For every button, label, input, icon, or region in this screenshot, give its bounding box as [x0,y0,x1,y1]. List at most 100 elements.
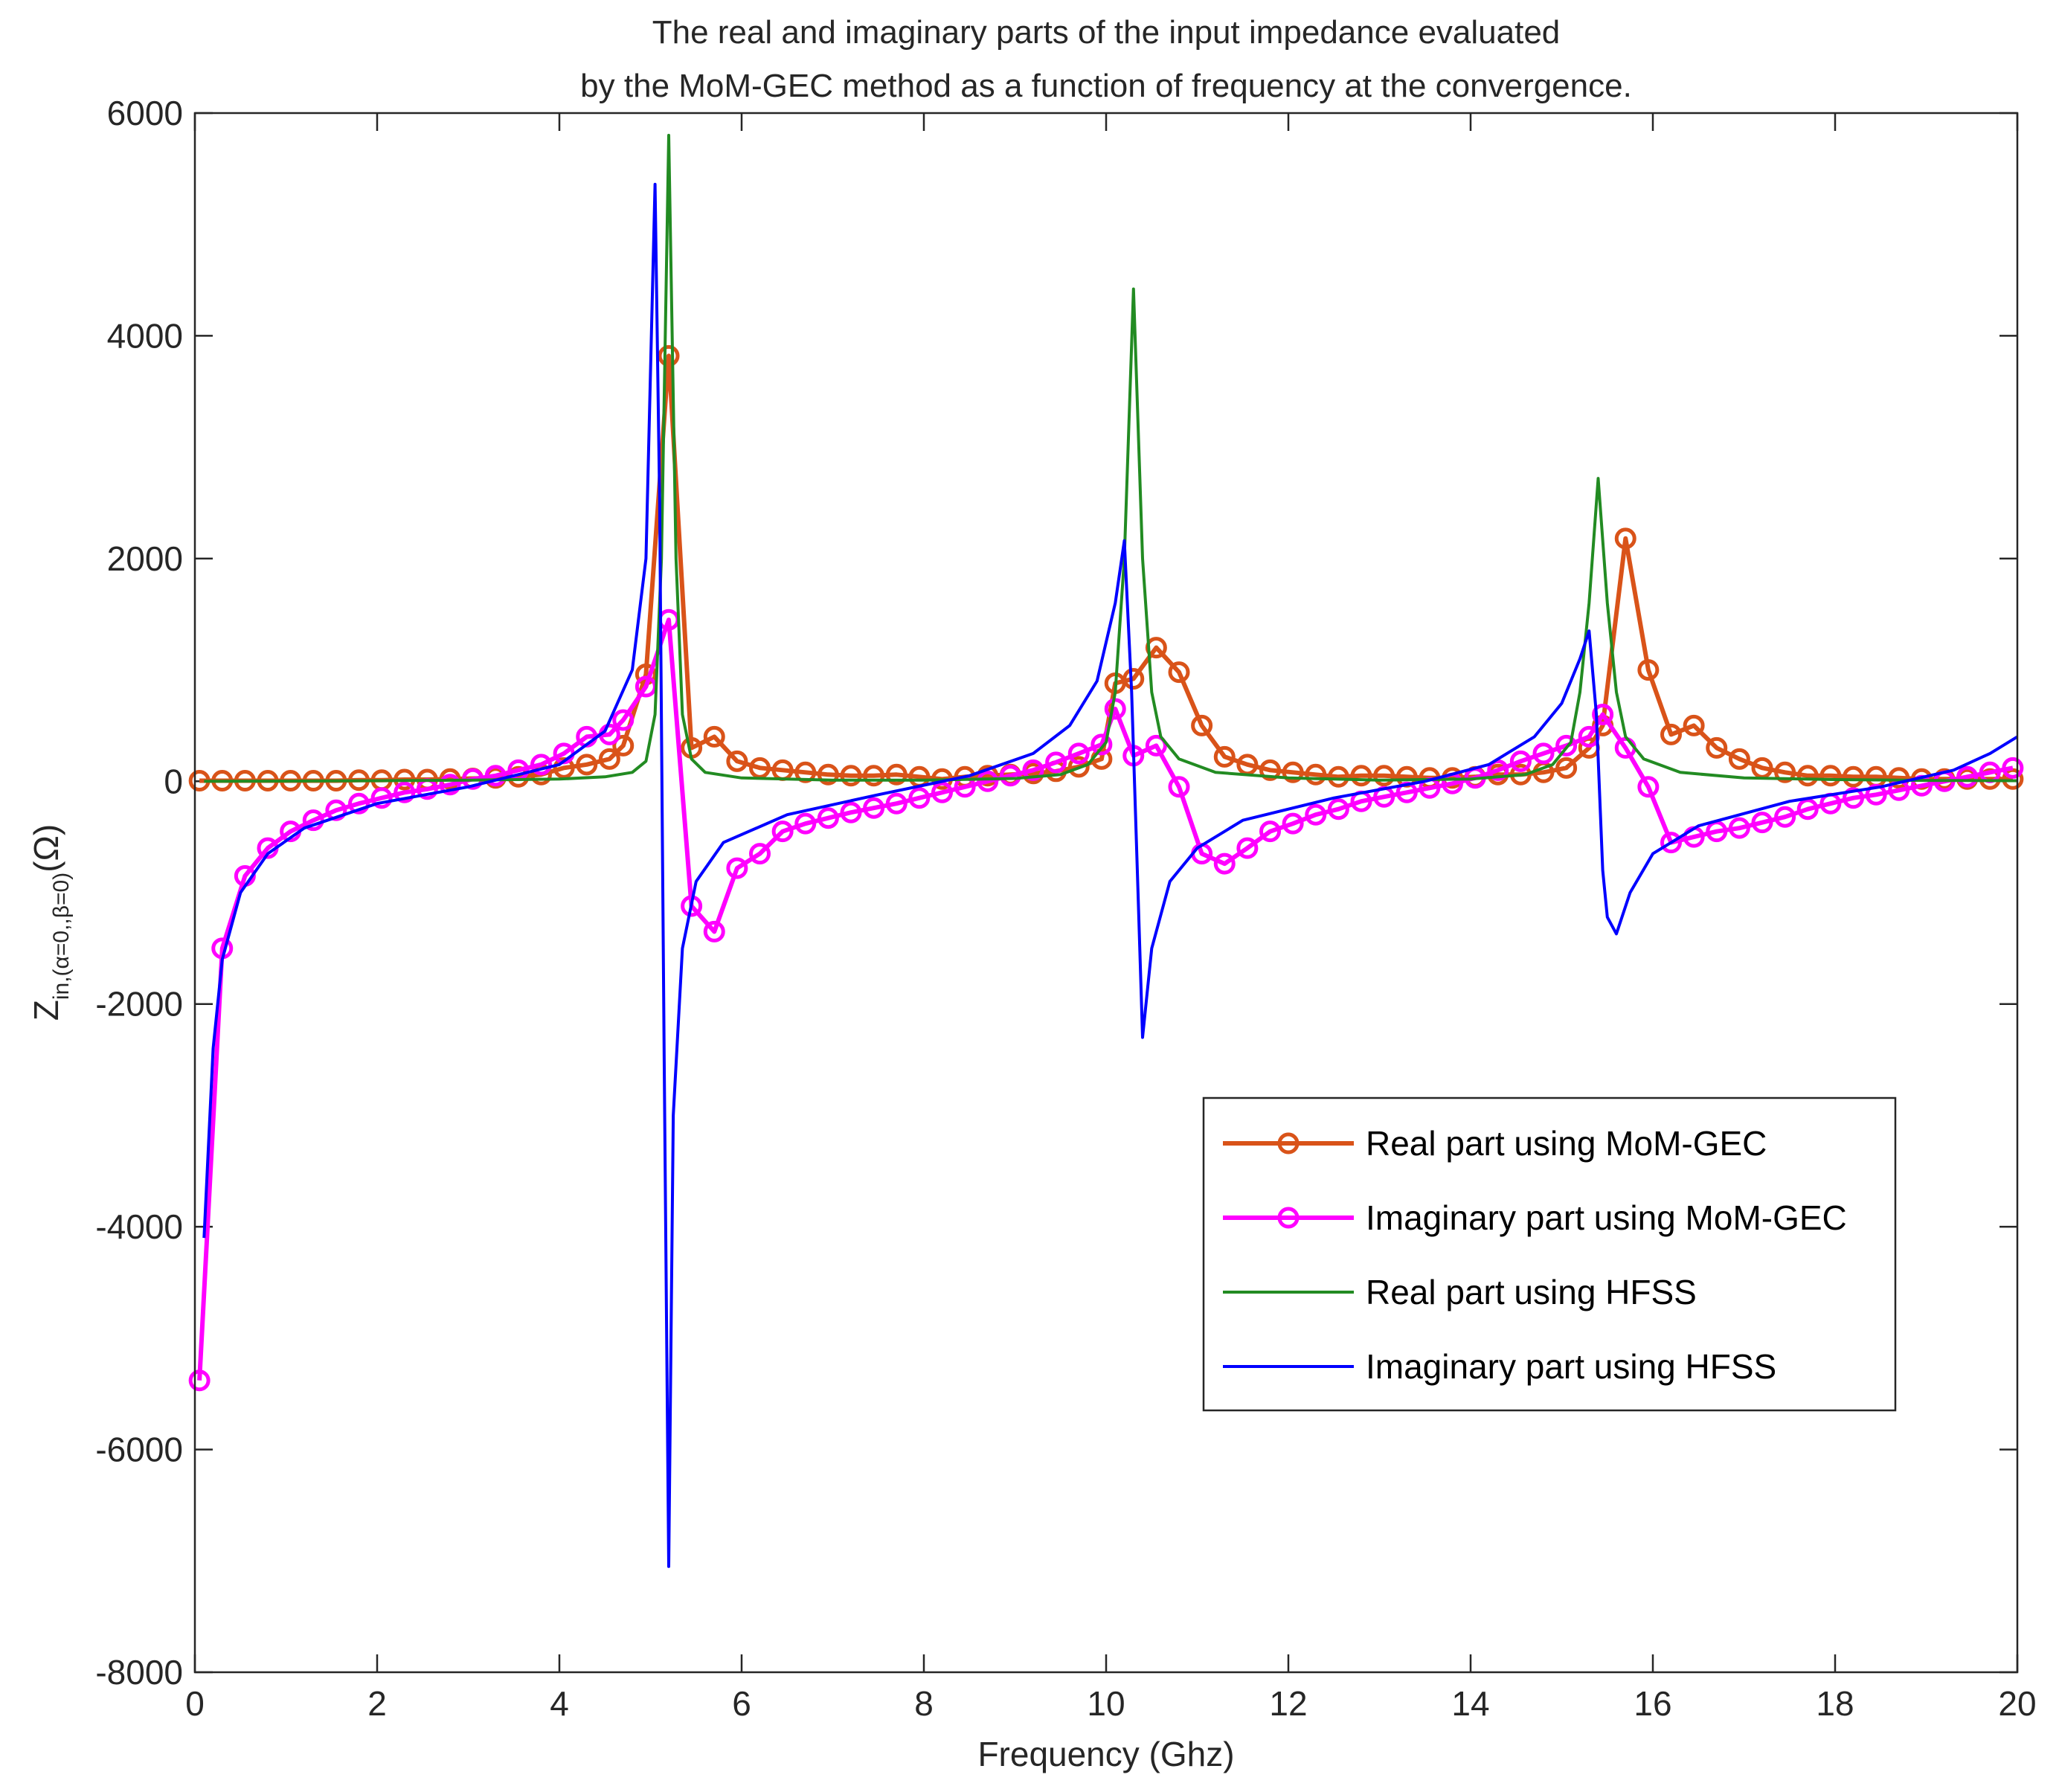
data-point [1213,745,1236,768]
y-tick-label: -4000 [95,1207,183,1246]
legend-label-imag-hfss: Imaginary part using HFSS [1366,1347,1776,1386]
data-point [771,820,794,843]
data-point [1683,714,1705,736]
x-tick-label: 6 [732,1684,751,1723]
data-point [1751,812,1773,834]
y-axis-label-main: Z [27,1000,65,1021]
data-point [726,857,748,879]
data-point [1045,751,1067,774]
data-point [1532,742,1555,765]
data-point [1819,765,1842,787]
legend-label-real-hfss: Real part using HFSS [1366,1273,1697,1311]
data-point [1350,765,1372,787]
data-point [1022,759,1044,781]
x-tick-label: 14 [1451,1684,1489,1723]
data-point [188,1369,211,1392]
chart-title-line-1: The real and imaginary parts of the inpu… [652,14,1561,51]
data-point [1728,817,1750,839]
data-point [1774,806,1796,828]
data-point [1774,761,1796,783]
data-point [977,770,999,792]
data-point [1555,734,1578,757]
data-point [1282,761,1304,783]
data-point [1213,852,1236,875]
data-point [1555,757,1578,779]
y-tick-label: 0 [164,762,183,800]
data-point [1706,736,1728,759]
data-point [1660,832,1682,854]
x-tick-label: 2 [367,1684,387,1723]
data-point [1487,759,1509,781]
y-tick-label: 2000 [107,539,183,578]
data-point [370,787,393,809]
series-4 [202,182,2019,1568]
data-point [749,757,771,779]
legend-marker-imag-mom [1277,1207,1300,1229]
data-point [1305,803,1327,826]
y-axis-label-subscript: in,(α=0,,β=0) [49,873,74,1000]
data-point [1282,812,1304,835]
x-tick-label: 8 [914,1684,934,1723]
data-point [1592,703,1614,725]
data-point [1122,668,1145,690]
data-point [840,801,862,823]
data-point [1327,798,1349,820]
data-point [1236,837,1259,859]
data-point [1865,783,1887,806]
y-axis-label-unit: (Ω) [27,824,65,873]
legend-entry-imag-hfss: Imaginary part using HFSS [1223,1347,1776,1386]
data-point [1796,765,1819,787]
data-point [348,792,370,815]
x-tick-label: 4 [550,1684,569,1723]
data-point [530,754,552,776]
data-point [576,754,598,776]
data-point [1191,714,1213,736]
data-point [863,797,885,819]
x-tick-labels: 0 2 4 6 8 10 12 14 16 18 20 [185,1684,2036,1723]
data-point [749,843,771,865]
legend-label-imag-mom: Imaginary part using MoM-GEC [1366,1198,1847,1237]
data-point [1168,661,1190,684]
series-line-3 [204,133,2018,783]
series-layer [188,133,2024,1568]
data-point [885,763,908,786]
data-point [1637,659,1660,681]
data-point [1373,765,1395,787]
data-point [1327,765,1349,788]
data-point [1660,723,1682,745]
data-point [931,781,953,803]
x-tick-label: 18 [1816,1684,1854,1723]
data-point [1637,776,1660,798]
x-tick-label: 10 [1087,1684,1125,1723]
data-point [863,765,885,787]
data-point [794,761,817,783]
legend: Real part using MoM-GEC Imaginary part u… [1202,1096,1897,1412]
data-point [1728,748,1750,770]
data-point [612,734,635,757]
data-point [1614,527,1636,550]
legend-entry-imag-mom: Imaginary part using MoM-GEC [1223,1198,1847,1237]
legend-box [1202,1096,1897,1412]
x-tick-label: 12 [1269,1684,1307,1723]
legend-entry-real-mom: Real part using MoM-GEC [1223,1124,1767,1163]
data-point [1888,767,1910,789]
data-point [817,763,839,786]
data-point [1067,742,1090,765]
data-point [325,799,347,821]
data-point [703,920,725,942]
data-point [908,787,931,809]
series-line-4 [202,182,2019,1568]
data-point [598,748,620,770]
y-tick-label: -6000 [95,1430,183,1469]
y-tick-label: 4000 [107,316,183,355]
data-point [1145,734,1167,757]
data-point [302,809,324,832]
data-point [1796,798,1819,820]
data-point [1305,763,1327,786]
data-point [817,807,839,829]
legend-marker-real-mom [1277,1132,1300,1154]
data-point [2002,757,2024,779]
data-point [999,765,1021,787]
